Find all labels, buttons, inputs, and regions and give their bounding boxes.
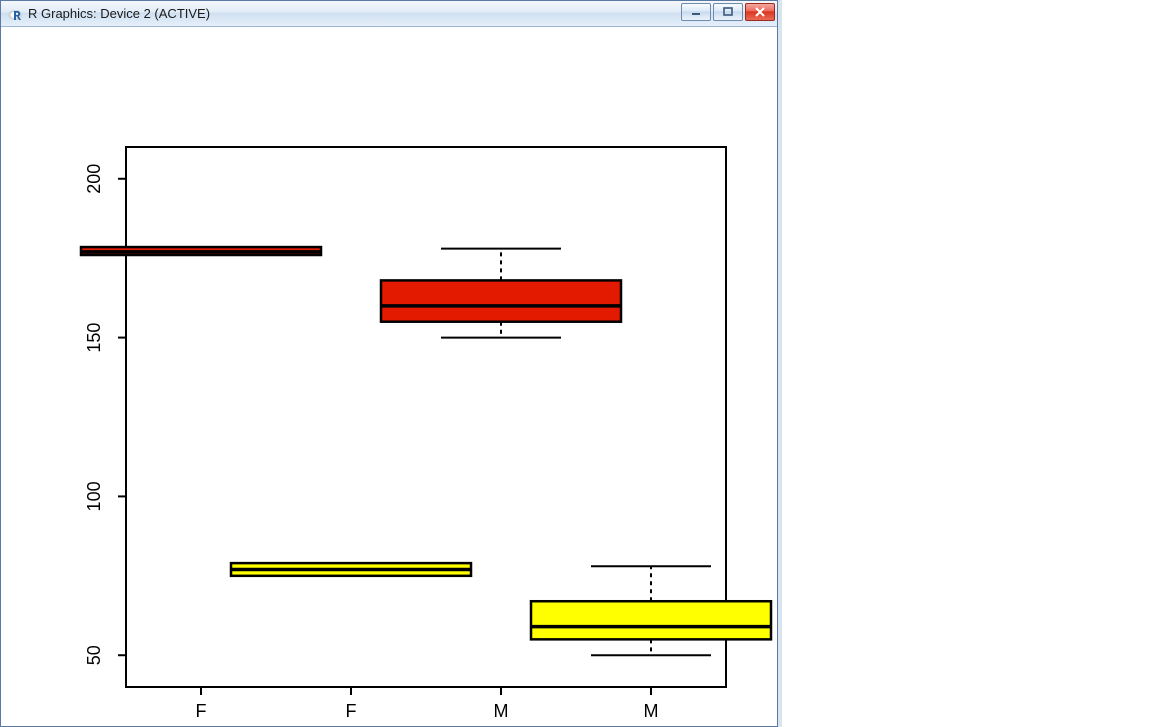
boxplot-chart: 50 100 150 200 F F M M <box>1 27 779 727</box>
window-right-edge <box>778 0 782 727</box>
svg-text:150: 150 <box>84 323 104 353</box>
svg-text:M: M <box>494 701 509 721</box>
svg-text:200: 200 <box>84 164 104 194</box>
r-graphics-window: R Graphics: Device 2 (ACTIVE) 50 100 150 20… <box>0 0 778 727</box>
maximize-button[interactable] <box>713 3 743 21</box>
plot-client-area: 50 100 150 200 F F M M <box>1 27 777 726</box>
svg-text:M: M <box>644 701 659 721</box>
window-controls <box>681 3 775 21</box>
close-icon <box>754 7 766 17</box>
close-button[interactable] <box>745 3 775 21</box>
svg-text:100: 100 <box>84 481 104 511</box>
window-title: R Graphics: Device 2 (ACTIVE) <box>28 6 210 21</box>
svg-text:F: F <box>196 701 207 721</box>
minimize-icon <box>690 7 702 17</box>
svg-text:F: F <box>346 701 357 721</box>
maximize-icon <box>722 7 734 17</box>
minimize-button[interactable] <box>681 3 711 21</box>
svg-text:50: 50 <box>84 645 104 665</box>
window-titlebar[interactable]: R Graphics: Device 2 (ACTIVE) <box>1 1 777 27</box>
r-app-icon <box>7 6 23 22</box>
